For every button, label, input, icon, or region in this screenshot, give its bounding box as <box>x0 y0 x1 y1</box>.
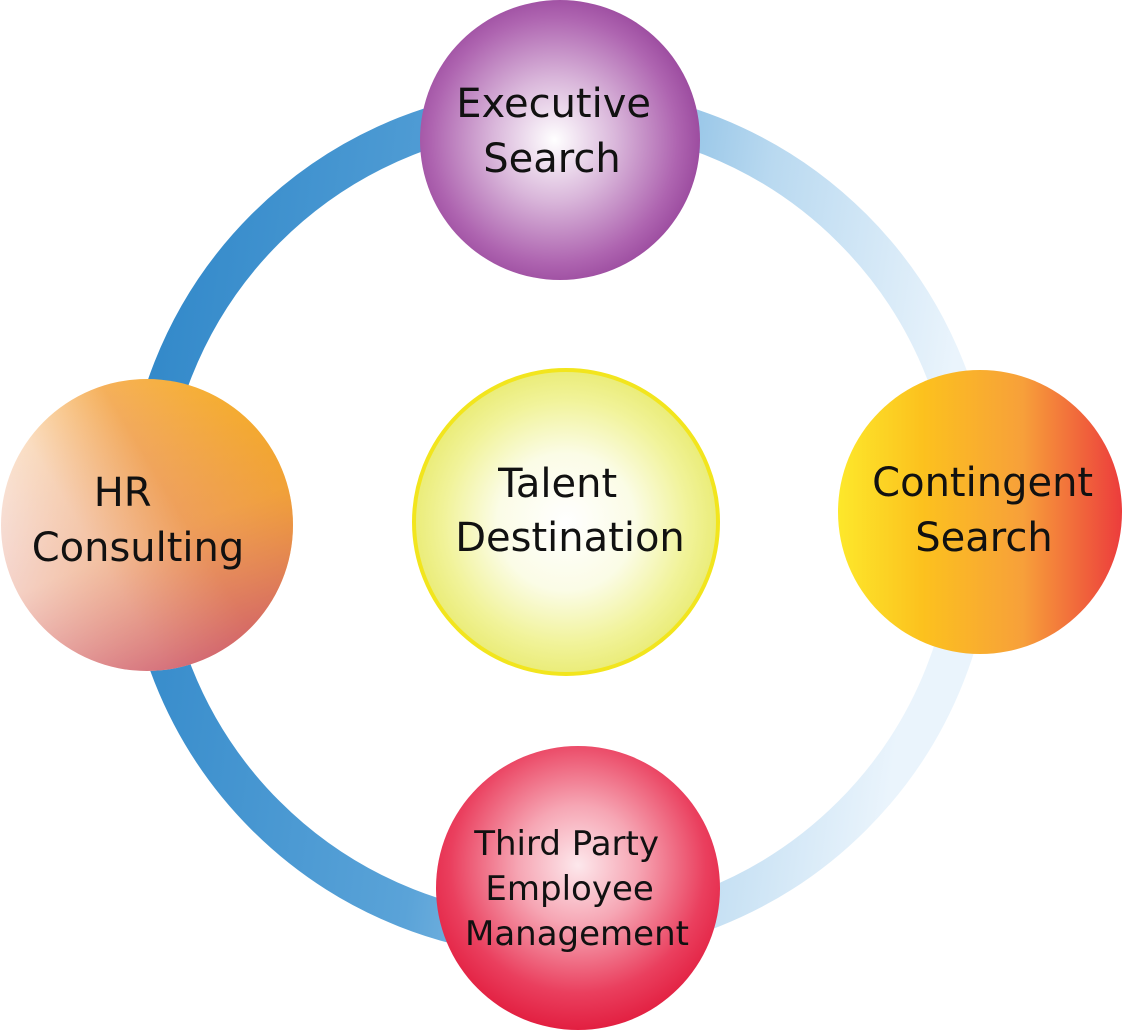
contingent-search-circle <box>838 370 1122 654</box>
third-party-circle <box>436 746 720 1030</box>
center-label-line: Talent <box>497 461 617 507</box>
third-party-label-line: Third Party <box>473 824 659 864</box>
third-party-label: Third Party Employee Management <box>465 824 689 954</box>
executive-search-label-line: Search <box>483 136 620 182</box>
contingent-search-node: Contingent Search <box>838 370 1122 654</box>
third-party-node: Third Party Employee Management <box>436 746 720 1030</box>
executive-search-node: Executive Search <box>420 0 700 280</box>
center-label-line: Destination <box>455 515 685 561</box>
center-node: Talent Destination <box>412 368 720 676</box>
contingent-search-label: Contingent Search <box>872 460 1106 561</box>
contingent-search-label-line: Contingent <box>872 460 1093 506</box>
hr-consulting-node: HR Consulting <box>1 379 293 671</box>
contingent-search-label-line: Search <box>915 515 1052 561</box>
hr-consulting-shade <box>1 379 293 671</box>
third-party-label-line: Management <box>465 914 689 954</box>
hr-consulting-label-line: Consulting <box>32 525 245 571</box>
third-party-label-line: Employee <box>485 869 653 909</box>
center-label: Talent Destination <box>455 461 685 561</box>
center-circle <box>412 368 720 676</box>
hr-consulting-label-line: HR <box>94 470 152 516</box>
executive-search-label-line: Executive <box>456 81 651 127</box>
executive-search-circle <box>420 0 700 280</box>
executive-search-label: Executive Search <box>456 81 663 182</box>
hr-consulting-label: HR Consulting <box>32 470 245 571</box>
